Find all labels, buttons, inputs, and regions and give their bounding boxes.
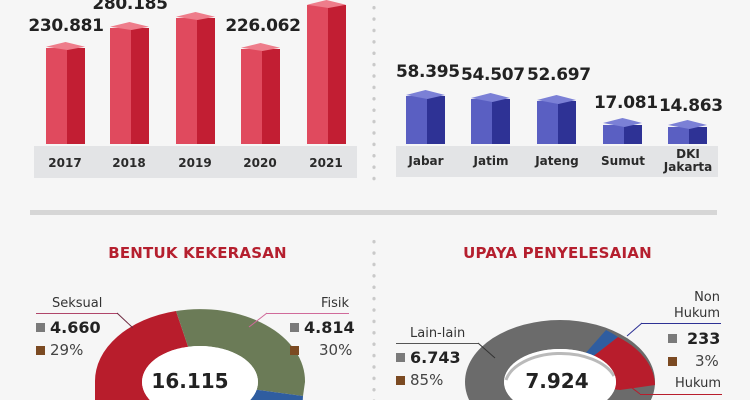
- yearly-axis-band: [34, 146, 357, 178]
- horizontal-divider: [30, 210, 717, 215]
- category-label-jatim: Jatim: [473, 154, 509, 168]
- fisik-percent: 30%: [319, 341, 353, 359]
- fisik-count: 4.814: [304, 318, 355, 337]
- lain-lain-percent-row: 85%: [396, 371, 443, 389]
- percent-legend-swatch: [290, 345, 299, 355]
- seksual-leader-line: [36, 313, 118, 314]
- count-legend-swatch: [290, 323, 299, 332]
- percent-legend-swatch: [36, 345, 45, 355]
- category-label-2019: 2019: [178, 156, 212, 170]
- lain-lain-leader-diagonal: [477, 342, 496, 359]
- bar-jabar[interactable]: [406, 90, 446, 144]
- value-label-2018: 280.185: [92, 0, 168, 14]
- bar-2017[interactable]: [46, 42, 86, 144]
- value-label-2020: 226.062: [225, 16, 301, 36]
- category-label-2018: 2018: [112, 156, 146, 170]
- percent-legend-swatch: [668, 356, 677, 366]
- lain-lain-count: 6.743: [410, 348, 461, 367]
- bar-jatim[interactable]: [471, 93, 511, 144]
- fisik-leader-line: [266, 313, 349, 314]
- lain-lain-label: Lain-lain: [410, 326, 466, 341]
- hukum-leader-diagonal: [622, 380, 641, 395]
- value-label-dki-jakarta: 14.863: [659, 96, 723, 116]
- bar-2020[interactable]: [241, 43, 281, 144]
- count-legend-swatch: [396, 353, 405, 362]
- hukum-label: Hukum: [674, 376, 721, 391]
- category-label-2020: 2020: [243, 156, 277, 170]
- value-label-2017: 230.881: [28, 16, 104, 36]
- upaya-penyelesaian-title: UPAYA PENYELESAIAN: [463, 244, 652, 262]
- non-hukum-count-row: 233: [668, 329, 720, 348]
- percent-legend-swatch: [396, 375, 405, 385]
- category-label-dki-jakarta: DKI Jakarta: [660, 148, 716, 174]
- category-label-dki-line1: DKI: [676, 147, 700, 161]
- non-hukum-label-line2: Hukum: [673, 306, 720, 321]
- category-label-2017: 2017: [48, 156, 82, 170]
- count-legend-swatch: [668, 334, 677, 343]
- seksual-count: 4.660: [50, 318, 101, 337]
- lain-lain-count-row: 6.743: [396, 348, 461, 367]
- seksual-leader-diagonal: [116, 312, 134, 329]
- bentuk-kekerasan-total: 16.115: [151, 369, 229, 393]
- fisik-leader-diagonal: [248, 312, 268, 328]
- hukum-leader-line: [640, 394, 722, 395]
- bar-dki-jakarta[interactable]: [668, 120, 708, 144]
- non-hukum-leader-line: [641, 323, 721, 324]
- category-label-2021: 2021: [309, 156, 343, 170]
- bentuk-kekerasan-donut[interactable]: [80, 300, 320, 400]
- count-legend-swatch: [36, 323, 45, 332]
- non-hukum-percent: 3%: [695, 352, 719, 370]
- category-label-dki-line2: Jakarta: [663, 160, 713, 174]
- bar-2018[interactable]: [110, 22, 150, 144]
- vertical-divider-bottom: [372, 236, 376, 400]
- bar-jateng[interactable]: [537, 95, 577, 144]
- lain-lain-leader-line: [396, 343, 478, 344]
- seksual-percent-row: 29%: [36, 341, 83, 359]
- bar-2019[interactable]: [176, 12, 216, 144]
- category-label-jabar: Jabar: [408, 154, 444, 168]
- fisik-label: Fisik: [320, 296, 349, 311]
- upaya-penyelesaian-total: 7.924: [525, 369, 589, 393]
- vertical-divider-top: [372, 2, 376, 182]
- value-label-jabar: 58.395: [396, 62, 460, 82]
- category-label-sumut: Sumut: [601, 154, 645, 168]
- bar-sumut[interactable]: [603, 118, 643, 144]
- non-hukum-count: 233: [687, 329, 721, 348]
- non-hukum-percent-row: 3%: [668, 352, 719, 370]
- value-label-jateng: 52.697: [527, 65, 591, 85]
- lain-lain-percent: 85%: [410, 371, 444, 389]
- seksual-label: Seksual: [52, 296, 103, 311]
- value-label-sumut: 17.081: [594, 93, 658, 113]
- seksual-percent: 29%: [50, 341, 84, 359]
- non-hukum-leader-diagonal: [626, 322, 643, 337]
- upaya-penyelesaian-donut[interactable]: [460, 310, 660, 400]
- non-hukum-label-line1: Non: [694, 290, 720, 305]
- province-axis-band: [396, 146, 718, 177]
- value-label-jatim: 54.507: [461, 65, 525, 85]
- bar-2021[interactable]: [307, 0, 347, 144]
- category-label-jateng: Jateng: [535, 154, 579, 168]
- seksual-count-row: 4.660: [36, 318, 101, 337]
- fisik-count-row: 4.814: [290, 318, 355, 337]
- bentuk-kekerasan-title: BENTUK KEKERASAN: [108, 244, 287, 262]
- fisik-percent-row: 30%: [290, 341, 352, 359]
